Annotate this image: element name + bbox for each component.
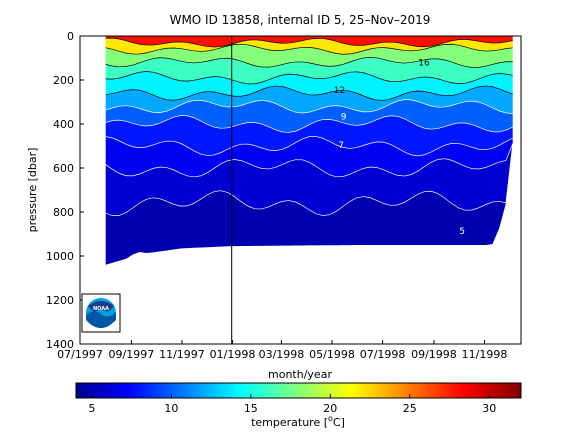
temperature-layer-18 — [105, 44, 513, 68]
colorbar-tick-label: 10 — [164, 402, 178, 415]
noaa-logo-text: NOAA — [93, 306, 109, 312]
isotherm-8 — [105, 115, 513, 133]
colorbar-ticks: 5 10 15 20 25 30 — [88, 394, 496, 415]
temperature-layer-22 — [105, 38, 513, 55]
contour-label-16: 16 — [418, 59, 430, 69]
y-tick-label: 800 — [53, 206, 74, 219]
isotherm-10 — [105, 99, 513, 114]
y-tick-label: 1000 — [46, 250, 74, 263]
y-axis-ticks: 0 200 400 600 800 1000 1200 1400 — [46, 30, 84, 351]
x-tick-label: 03/1998 — [259, 348, 305, 361]
isotherm-7 — [105, 136, 513, 157]
x-axis-label: month/year — [268, 368, 332, 381]
contour-label-9: 9 — [341, 113, 347, 123]
colorbar-tick-label: 30 — [482, 402, 496, 415]
colorbar-tick-label: 15 — [244, 402, 258, 415]
y-tick-label: 400 — [53, 118, 74, 131]
isotherm-18 — [105, 43, 513, 55]
plot-border — [79, 35, 522, 345]
x-tick-label: 09/1998 — [411, 348, 457, 361]
contour-labels: 16 12 9 7 5 — [334, 59, 465, 237]
contour-label-5: 5 — [459, 227, 465, 237]
x-axis-ticks: 07/1997 09/1997 11/1997 01/1998 03/1998 05/19… — [57, 340, 507, 361]
x-tick-label: 05/1998 — [309, 348, 355, 361]
colorbar-tick-label: 25 — [403, 402, 417, 415]
isotherm-14 — [105, 71, 513, 85]
x-tick-label: 09/1997 — [109, 348, 155, 361]
contour-label-7: 7 — [338, 141, 344, 151]
isotherm-6 — [105, 143, 514, 178]
y-tick-label: 200 — [53, 74, 74, 87]
x-tick-label: 07/1998 — [360, 348, 406, 361]
temperature-layer-28 — [105, 36, 513, 48]
y-tick-label: 1200 — [46, 294, 74, 307]
temperature-layers — [105, 36, 513, 265]
x-tick-label: 11/1998 — [462, 348, 508, 361]
contour-label-12: 12 — [334, 86, 345, 96]
x-tick-label: 07/1997 — [57, 348, 103, 361]
temperature-layer-7 — [105, 136, 513, 177]
temperature-layer-6 — [105, 143, 513, 216]
isotherm-22 — [105, 37, 513, 48]
isotherm-5 — [105, 143, 514, 216]
isotherm-12 — [105, 85, 513, 101]
temperature-layer-14 — [105, 71, 513, 101]
temperature-layer-5 — [105, 143, 513, 265]
y-tick-label: 600 — [53, 162, 74, 175]
colorbar-degree: o — [328, 414, 333, 423]
temperature-layer-12 — [105, 85, 513, 114]
colorbar-label-text: temperature [ — [251, 416, 328, 429]
colorbar-label: temperature [oC] — [251, 414, 345, 429]
isotherm-16 — [105, 57, 513, 68]
colorbar — [75, 382, 522, 399]
x-tick-label: 11/1997 — [159, 348, 205, 361]
colorbar-tick-label: 20 — [323, 402, 337, 415]
noaa-logo: NOAA — [81, 293, 121, 333]
temperature-layer-8 — [105, 115, 513, 156]
chart-title: WMO ID 13858, internal ID 5, 25–Nov–2019 — [170, 13, 431, 27]
colorbar-tick-label: 5 — [88, 402, 95, 415]
x-tick-label: 01/1998 — [210, 348, 256, 361]
y-axis-label: pressure [dbar] — [26, 148, 39, 233]
y-tick-label: 0 — [67, 30, 74, 43]
isotherm-lines — [105, 37, 514, 216]
colorbar-unit: C] — [333, 416, 345, 429]
y-tick-label: 1400 — [46, 338, 74, 351]
